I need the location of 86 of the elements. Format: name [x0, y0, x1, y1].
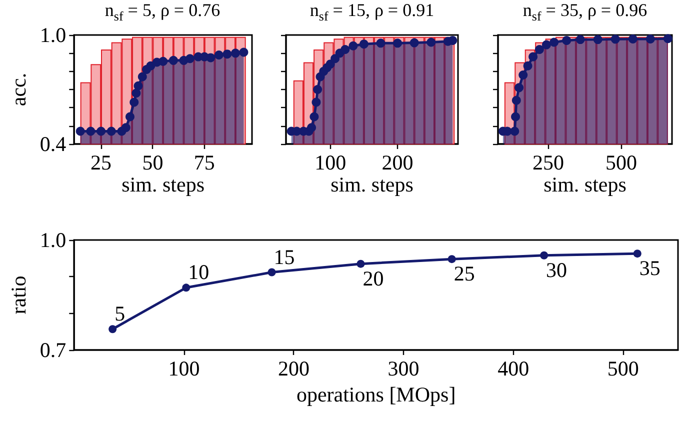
- point: [540, 251, 548, 260]
- point: [146, 61, 156, 70]
- annotation: 30: [546, 258, 568, 282]
- point: [376, 38, 386, 48]
- point: [359, 40, 368, 49]
- x-tick-label: 200: [278, 356, 310, 380]
- point: [542, 40, 551, 50]
- x-axis-title: sim. steps: [122, 172, 204, 196]
- point: [132, 88, 141, 98]
- point: [393, 38, 402, 48]
- point: [76, 126, 85, 136]
- x-tick-label: 300: [388, 356, 420, 380]
- point: [138, 72, 147, 82]
- point: [121, 123, 130, 132]
- point: [312, 98, 321, 107]
- point: [310, 112, 319, 122]
- annotation: 35: [639, 256, 660, 280]
- x-axis-title: operations [MOps]: [296, 382, 456, 406]
- point: [448, 255, 456, 264]
- point: [230, 48, 240, 58]
- point: [593, 35, 602, 44]
- point: [340, 45, 350, 54]
- point: [550, 38, 559, 47]
- point: [646, 34, 655, 44]
- point: [268, 268, 276, 276]
- point: [511, 112, 520, 122]
- y-axis-title: ratio: [6, 276, 30, 314]
- point: [512, 96, 521, 105]
- point: [528, 52, 538, 62]
- chart-title: n$_{sf}$ = 5, ρ = 0.76: [104, 0, 222, 25]
- y-tick-label: 1.0: [40, 23, 66, 47]
- x-tick-label: 200: [382, 150, 414, 174]
- chart-title: n$_{sf}$ = 35, ρ = 0.96: [522, 0, 648, 25]
- point: [663, 34, 672, 44]
- point: [562, 36, 572, 45]
- x-tick-label: 75: [194, 150, 215, 174]
- point: [108, 325, 117, 334]
- x-tick-label: 250: [532, 150, 564, 174]
- point: [628, 34, 638, 44]
- point: [523, 61, 532, 70]
- point: [182, 284, 190, 292]
- annotation: 15: [274, 244, 295, 269]
- point: [633, 250, 642, 258]
- point: [185, 54, 194, 64]
- x-tick-label: 500: [605, 150, 637, 174]
- point: [168, 56, 178, 65]
- point: [206, 53, 216, 62]
- point: [534, 45, 544, 54]
- x-tick-label: 100: [168, 356, 200, 380]
- x-tick-label: 500: [607, 356, 639, 380]
- point: [86, 126, 96, 136]
- x-tick-label: 25: [90, 150, 112, 174]
- point: [307, 123, 316, 132]
- point: [426, 38, 436, 47]
- point: [514, 83, 524, 92]
- point: [576, 35, 585, 44]
- y-axis-title: acc.: [6, 72, 30, 106]
- point: [518, 70, 528, 80]
- x-tick-label: 50: [142, 150, 164, 174]
- point: [222, 50, 232, 59]
- annotation: 25: [454, 262, 475, 286]
- point: [96, 126, 106, 136]
- x-axis-title: sim. steps: [330, 172, 414, 196]
- annotation: 5: [114, 302, 126, 326]
- chart-title: n$_{sf}$ = 15, ρ = 0.91: [308, 0, 436, 25]
- point: [610, 34, 620, 44]
- y-tick-label: 0.4: [40, 132, 67, 156]
- point: [130, 98, 139, 107]
- x-axis-title: sim. steps: [544, 172, 626, 196]
- y-tick-label: 0.7: [40, 338, 66, 362]
- point: [313, 85, 322, 94]
- y-tick-label: 1.0: [40, 228, 66, 252]
- annotation: 10: [188, 260, 210, 284]
- x-tick-label: 100: [314, 150, 346, 174]
- x-tick-label: 400: [498, 356, 530, 380]
- point: [510, 126, 520, 136]
- point: [158, 56, 168, 66]
- point: [125, 112, 134, 122]
- point: [356, 260, 365, 268]
- point: [214, 50, 224, 60]
- annotation: 20: [362, 266, 384, 290]
- point: [134, 81, 143, 90]
- point: [239, 48, 248, 57]
- point: [410, 38, 419, 48]
- point: [106, 126, 116, 136]
- point: [348, 41, 358, 50]
